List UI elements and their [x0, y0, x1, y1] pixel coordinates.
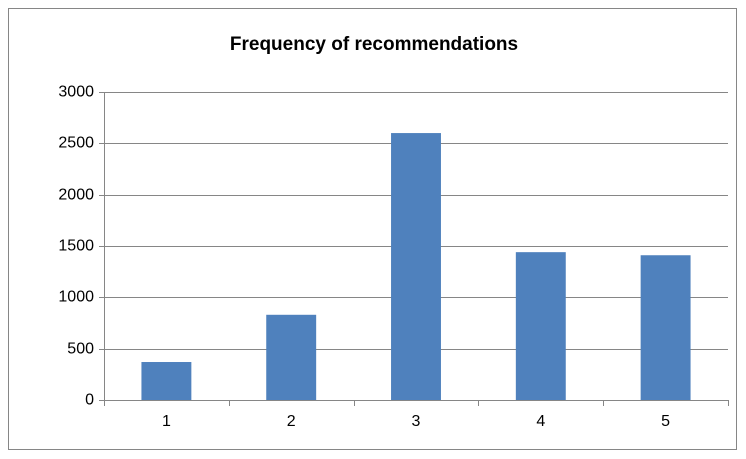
y-tick-label: 2000 [58, 187, 94, 204]
y-tick-label: 1500 [58, 238, 94, 255]
y-tick-label: 2500 [58, 135, 94, 152]
bar [640, 255, 691, 400]
chart-title: Frequency of recommendations [230, 34, 518, 55]
chart-border [8, 8, 737, 450]
bar [266, 314, 317, 400]
y-tick-label: 0 [85, 392, 94, 409]
bar [391, 133, 441, 401]
y-tick-label: 500 [67, 341, 94, 358]
x-tick-label: 1 [162, 413, 171, 430]
x-tick-label: 2 [287, 413, 296, 430]
bar [515, 252, 566, 400]
y-tick-label: 1000 [58, 289, 94, 306]
x-tick-label: 4 [536, 413, 545, 430]
x-tick-label: 5 [661, 413, 670, 430]
bar [141, 362, 192, 400]
x-tick-label: 3 [412, 413, 421, 430]
y-tick-label: 3000 [58, 84, 94, 101]
